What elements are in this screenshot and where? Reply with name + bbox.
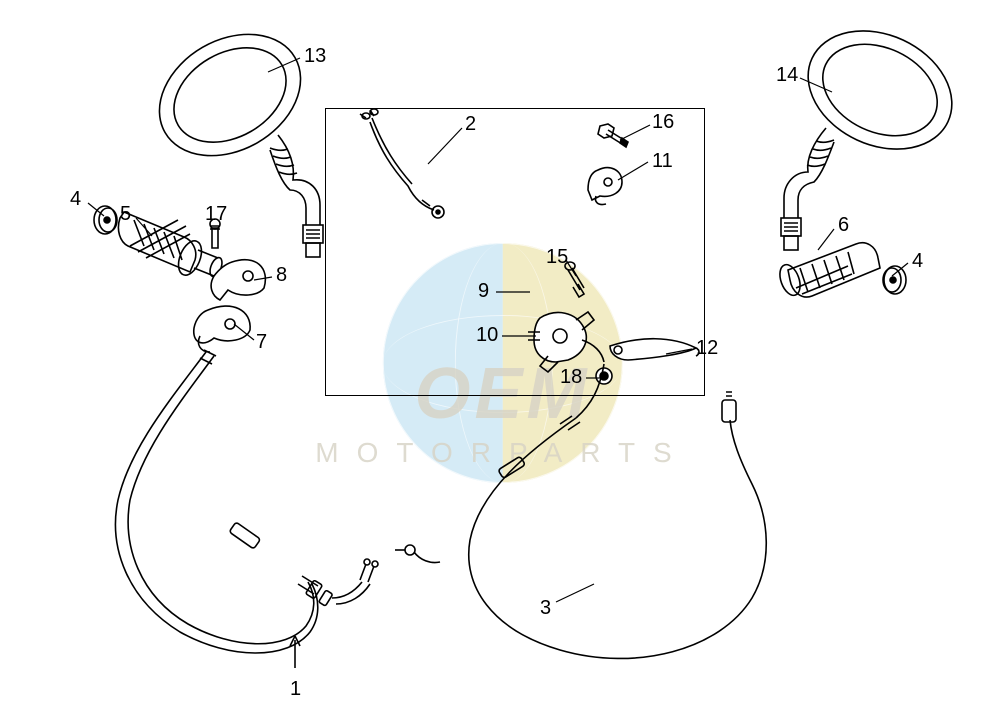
part-throttle-housing-lower bbox=[194, 306, 250, 352]
diagram-canvas: OEM MOTORPARTS bbox=[0, 0, 1005, 711]
part-pivot-nut bbox=[596, 368, 612, 384]
label-10: 10 bbox=[476, 324, 498, 347]
label-1: 1 bbox=[290, 678, 301, 701]
label-13: 13 bbox=[304, 45, 326, 68]
part-throttle-cable bbox=[116, 350, 378, 668]
label-9: 9 bbox=[478, 280, 489, 303]
part-wire-harness bbox=[360, 109, 444, 218]
part-mirror-right bbox=[138, 10, 323, 257]
label-14: 14 bbox=[776, 64, 798, 87]
label-2: 2 bbox=[465, 113, 476, 136]
label-4a: 4 bbox=[70, 188, 81, 211]
part-mirror-left bbox=[781, 8, 971, 250]
label-15: 15 bbox=[546, 246, 568, 269]
label-4b: 4 bbox=[912, 250, 923, 273]
label-7: 7 bbox=[256, 331, 267, 354]
part-left-grip bbox=[776, 243, 880, 298]
label-17: 17 bbox=[205, 203, 227, 226]
label-11: 11 bbox=[652, 150, 673, 173]
part-brake-lever bbox=[610, 339, 699, 360]
label-6: 6 bbox=[838, 214, 849, 237]
parts-lineart bbox=[0, 0, 1005, 711]
label-3: 3 bbox=[540, 597, 551, 620]
label-5: 5 bbox=[120, 203, 131, 226]
part-rear-brake-cable bbox=[395, 364, 766, 658]
part-bolt-16 bbox=[598, 124, 628, 147]
part-bar-end-right bbox=[883, 266, 906, 294]
label-16: 16 bbox=[652, 111, 674, 134]
label-18: 18 bbox=[560, 366, 582, 389]
part-lever-bracket bbox=[528, 312, 604, 372]
label-8: 8 bbox=[276, 264, 287, 287]
part-cable-clamp bbox=[588, 168, 622, 205]
label-12: 12 bbox=[696, 337, 718, 360]
